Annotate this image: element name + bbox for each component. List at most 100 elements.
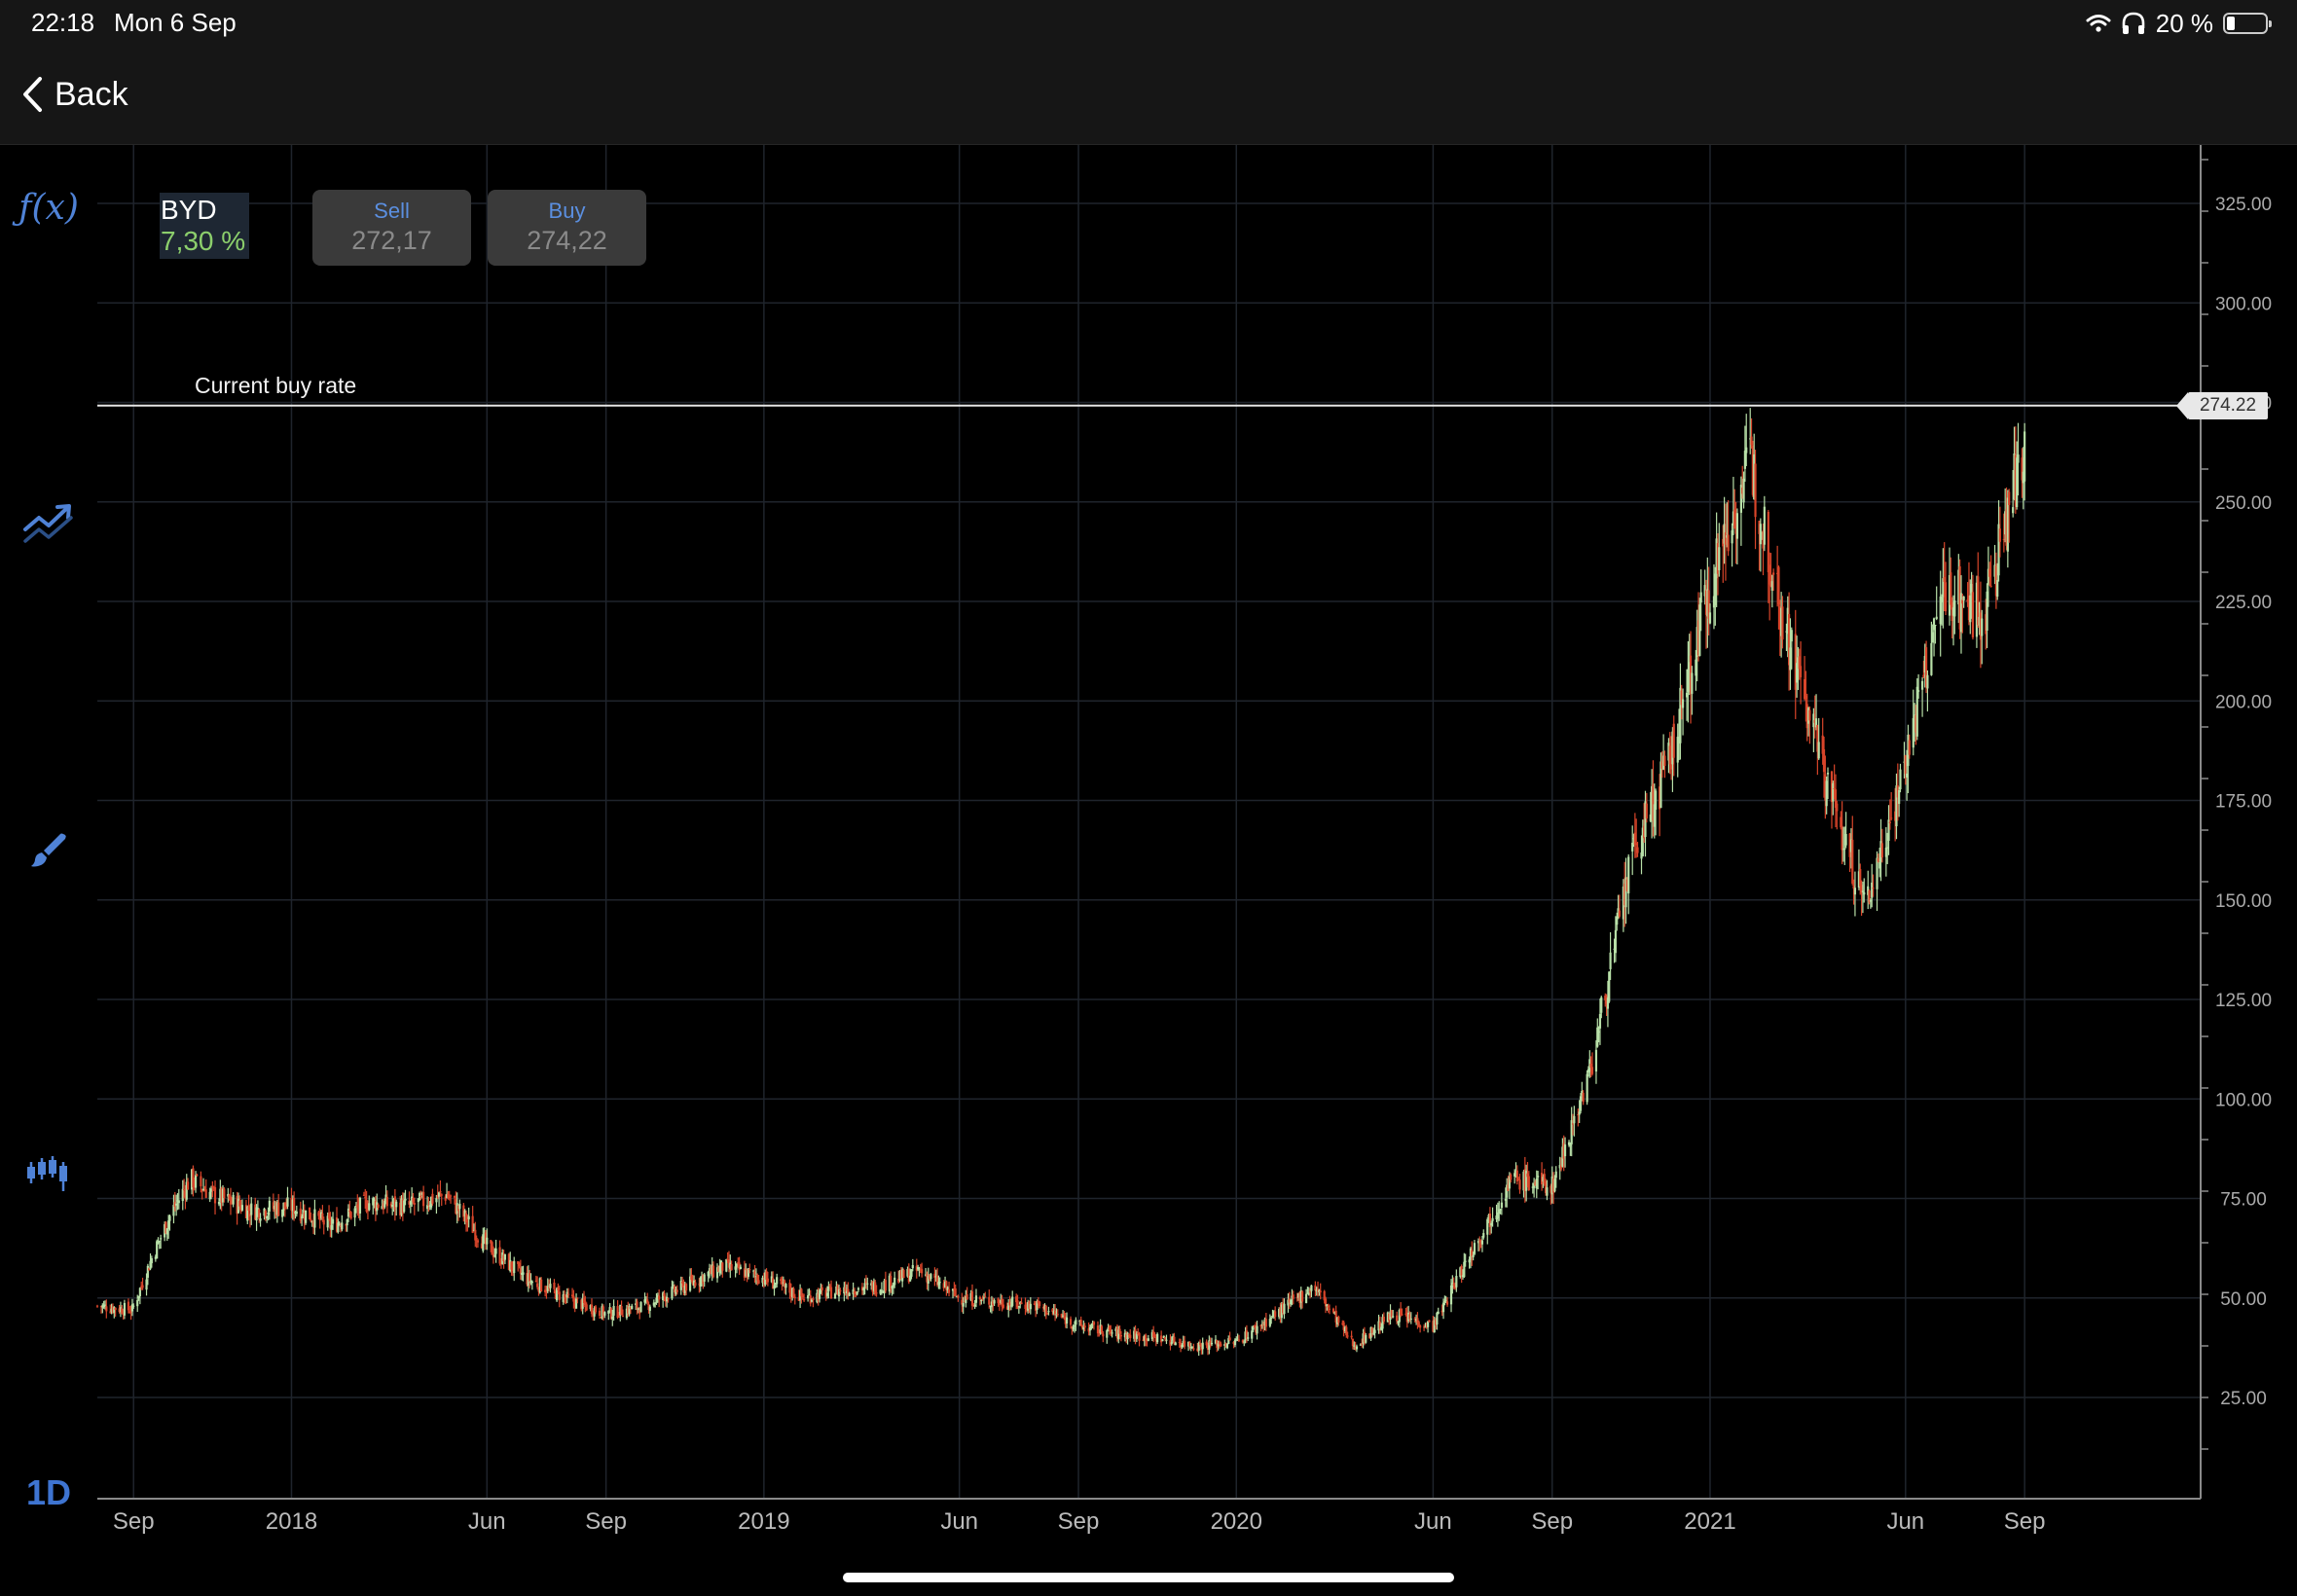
candle-body (870, 1283, 873, 1286)
candle-body (628, 1306, 631, 1315)
back-button[interactable]: Back (21, 70, 128, 119)
candle-body (1689, 655, 1693, 694)
candle-body (455, 1199, 457, 1214)
timeframe-button[interactable]: 1D (14, 1458, 84, 1528)
candle-body (1183, 1340, 1186, 1347)
candle-body (1871, 882, 1874, 898)
candle-body (1443, 1301, 1446, 1303)
candle-body (362, 1194, 366, 1196)
candle-body (862, 1288, 865, 1290)
candle-body (943, 1281, 947, 1288)
candle-body (1480, 1240, 1484, 1245)
candle-body (399, 1202, 402, 1215)
candle-body (1479, 1240, 1482, 1243)
candle-body (820, 1287, 823, 1290)
candle-body (291, 1199, 294, 1212)
candle-body (295, 1211, 298, 1215)
battery-percent: 20 % (2155, 8, 2213, 38)
home-indicator[interactable] (843, 1573, 1454, 1582)
price-chart[interactable]: 325.00300.00275.00250.00225.00200.00175.… (0, 145, 2297, 1596)
candle-body (835, 1286, 838, 1293)
candle-body (308, 1207, 311, 1220)
candle-body (1515, 1170, 1518, 1181)
candle-body (872, 1282, 876, 1291)
candle-body (688, 1276, 692, 1291)
indicators-button[interactable] (14, 489, 84, 559)
candle-body (711, 1264, 713, 1277)
candle-body (691, 1279, 694, 1285)
function-button[interactable]: ƒ(x) (14, 172, 84, 242)
candle-body (329, 1217, 332, 1229)
candle-body (113, 1307, 116, 1313)
candle-body (593, 1308, 596, 1317)
candle-body (1292, 1294, 1294, 1299)
candle-body (1761, 531, 1764, 533)
candle-body (1814, 718, 1818, 728)
candle-body (193, 1184, 196, 1186)
wifi-icon (2086, 15, 2111, 32)
chart-type-button[interactable] (14, 1139, 84, 1209)
candle-body (1463, 1261, 1466, 1278)
candle-body (1632, 838, 1635, 840)
candle-body (377, 1204, 380, 1209)
candle-body (248, 1214, 252, 1217)
candle-body (1137, 1332, 1140, 1334)
candle-body (475, 1237, 478, 1239)
candle-body (1685, 692, 1689, 698)
candle-body (219, 1188, 222, 1202)
candle-body (1688, 662, 1691, 675)
buy-button[interactable]: Buy 274,22 (488, 190, 646, 266)
candle-body (1704, 590, 1708, 615)
candle-body (602, 1306, 605, 1317)
candle-body (1550, 1176, 1553, 1195)
candle-body (666, 1296, 669, 1302)
drawing-tools-button[interactable] (14, 816, 84, 886)
candle-body (1419, 1325, 1422, 1328)
instrument-box[interactable]: BYD 7,30 % (160, 193, 249, 259)
candle-body (1525, 1170, 1528, 1191)
sell-price: 272,17 (351, 226, 432, 255)
candle-body (1044, 1305, 1047, 1315)
candle-body (310, 1221, 313, 1223)
chart-area[interactable]: 325.00300.00275.00250.00225.00200.00175.… (0, 145, 2297, 1596)
candle-body (1942, 578, 1945, 598)
candle-body (1082, 1326, 1085, 1329)
candle-body (1998, 528, 2001, 542)
candle-body (1228, 1337, 1231, 1341)
candle-body (1676, 737, 1679, 763)
candle-body (1173, 1336, 1176, 1345)
candle-body (1759, 524, 1762, 545)
candle-body (2008, 491, 2011, 505)
candle-body (1668, 745, 1671, 765)
back-label: Back (55, 75, 128, 113)
candle-body (951, 1288, 955, 1291)
candle-body (1867, 886, 1870, 895)
candle-body (1380, 1326, 1383, 1330)
candle-body (211, 1185, 214, 1187)
candle-body (1582, 1092, 1585, 1103)
candle-body (828, 1285, 831, 1287)
candle-body (1788, 613, 1791, 666)
sell-button[interactable]: Sell 272,17 (312, 190, 471, 266)
candle-body (2004, 511, 2007, 535)
candle-body (156, 1241, 159, 1259)
candle-body (589, 1305, 592, 1310)
candle-body (389, 1203, 392, 1207)
candle-body (973, 1304, 976, 1307)
candle-body (1652, 783, 1655, 821)
candle-body (1640, 852, 1643, 859)
candle-body (694, 1282, 697, 1287)
candle-body (472, 1230, 476, 1232)
candle-body (1824, 774, 1827, 801)
candle-body (267, 1212, 270, 1215)
candle-body (1860, 885, 1863, 893)
candle-body (196, 1174, 199, 1176)
candle-body (511, 1268, 514, 1272)
candle-body (1514, 1170, 1517, 1176)
candle-body (1953, 600, 1956, 617)
candle-body (1162, 1335, 1165, 1338)
candle-body (1812, 713, 1815, 728)
candle-body (507, 1253, 510, 1270)
candle-body (1495, 1215, 1498, 1220)
candle-body (680, 1281, 684, 1284)
